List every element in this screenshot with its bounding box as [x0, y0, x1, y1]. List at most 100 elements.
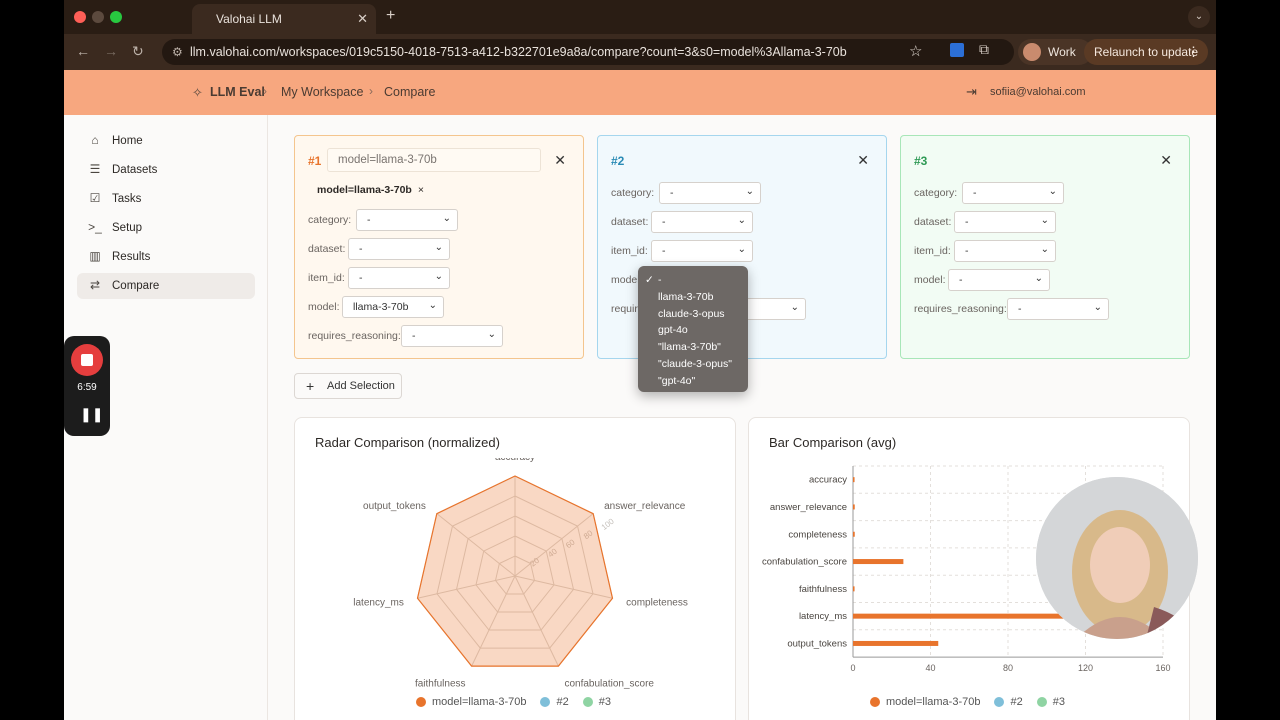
dropdown-option-label: gpt-4o [658, 324, 688, 337]
chevron-down-icon: ⌄ [487, 329, 496, 340]
site-info-icon[interactable]: ⚙ [172, 45, 183, 59]
dropdown-option[interactable]: llama-3-70b [638, 289, 748, 306]
radar-axis-label: answer_relevance [604, 501, 686, 512]
requires-reasoning-select[interactable]: - ⌄ [1007, 298, 1109, 320]
extension-icon[interactable] [950, 43, 964, 57]
requires-reasoning-select[interactable]: - ⌄ [401, 325, 503, 347]
bar-category-label: faithfulness [799, 584, 847, 595]
sidebar-item-setup[interactable]: >_ Setup [77, 215, 255, 241]
maximize-window-icon[interactable] [110, 11, 122, 23]
chevron-down-icon: ⌄ [434, 271, 443, 282]
dropdown-option[interactable]: "gpt-4o" [638, 373, 748, 390]
dropdown-option-label: "llama-3-70b" [658, 341, 721, 354]
bar-category-label: answer_relevance [770, 502, 847, 513]
category-select[interactable]: - ⌄ [356, 209, 458, 231]
forward-icon[interactable]: → [104, 43, 118, 59]
dropdown-option[interactable]: claude-3-opus [638, 306, 748, 323]
chevron-down-icon: ⌄ [737, 215, 746, 226]
legend-label[interactable]: #2 [1010, 696, 1023, 708]
pause-icon[interactable]: ❚❚ [80, 406, 104, 422]
logout-icon[interactable]: ⇥ [966, 84, 977, 99]
bookmark-star-icon[interactable]: ☆ [909, 43, 923, 60]
dropdown-option-label: - [658, 274, 662, 286]
sidebar-item-results[interactable]: ▥ Results [77, 244, 255, 270]
selection-number: #1 [308, 154, 322, 168]
category-select[interactable]: - ⌄ [962, 182, 1064, 204]
bar [853, 477, 855, 483]
close-window-icon[interactable] [74, 11, 86, 23]
bar [853, 559, 904, 565]
recording-time: 6:59 [77, 382, 97, 393]
bar-category-label: latency_ms [799, 611, 847, 622]
url-text: llm.valohai.com/workspaces/019c5150-4018… [190, 45, 847, 59]
radar-axis-line [417, 575, 516, 599]
profile-button[interactable]: Work [1018, 39, 1092, 65]
dataset-select[interactable]: - ⌄ [651, 211, 753, 233]
filter-label-dataset: dataset: [611, 216, 649, 228]
screen-recorder: 6:59 ❚❚ [64, 336, 110, 436]
puzzle-extensions-icon[interactable]: ⧉ [979, 41, 989, 57]
app-name[interactable]: LLM Eval [210, 85, 265, 99]
remove-selection-icon[interactable]: ✕ [1160, 152, 1172, 168]
remove-selection-icon[interactable]: ✕ [857, 152, 869, 168]
legend-label[interactable]: model=llama-3-70b [886, 696, 981, 708]
radar-chart: 20406080100accuracyanswer_relevancecompl… [353, 458, 688, 690]
bar [853, 504, 855, 510]
filter-label-requires-reasoning: requires_reasoning: [308, 330, 401, 342]
new-tab-icon[interactable]: + [386, 7, 396, 24]
selection-card-3: #3 ✕ category: - ⌄ dataset: - ⌄ item_id: -… [900, 135, 1190, 359]
legend-label[interactable]: #3 [598, 696, 611, 708]
address-bar[interactable]: ⚙ llm.valohai.com/workspaces/019c5150-40… [162, 39, 1014, 65]
model-select[interactable]: - ⌄ [948, 269, 1050, 291]
breadcrumb-workspace[interactable]: My Workspace [281, 85, 364, 99]
radar-axis-label: faithfulness [415, 679, 466, 690]
sidebar-item-datasets[interactable]: ☰ Datasets [77, 157, 255, 183]
webcam-person [1036, 477, 1198, 639]
app-window: ✧ LLM Eval › My Workspace › Compare ⇥ so… [64, 70, 1216, 720]
item-id-select[interactable]: - ⌄ [651, 240, 753, 262]
dropdown-option[interactable]: "llama-3-70b" [638, 339, 748, 356]
relaunch-button[interactable]: Relaunch to update ⋮ [1084, 39, 1208, 65]
add-selection-button[interactable]: + Add Selection [294, 373, 402, 399]
stop-recording-button[interactable] [71, 344, 103, 376]
tab-close-icon[interactable]: ✕ [357, 11, 368, 26]
remove-chip-icon[interactable]: × [417, 184, 424, 196]
select-value: - [359, 243, 363, 255]
legend-swatch [582, 697, 593, 707]
remove-selection-icon[interactable]: ✕ [554, 152, 566, 168]
legend-swatch [540, 697, 551, 707]
filter-input[interactable]: model=llama-3-70b [327, 148, 541, 172]
legend-label[interactable]: #3 [1052, 696, 1065, 708]
item-id-select[interactable]: - ⌄ [954, 240, 1056, 262]
selection-card-1: #1 model=llama-3-70b ✕ model=llama-3-70b… [294, 135, 584, 359]
browser-tab[interactable]: Valohai LLM ✕ [192, 4, 376, 34]
webcam-overlay [1036, 477, 1198, 639]
app-header: ✧ LLM Eval › My Workspace › Compare ⇥ so… [64, 70, 1216, 115]
reload-icon[interactable]: ↻ [132, 43, 144, 59]
dropdown-option[interactable]: gpt-4o [638, 322, 748, 339]
filter-label-dataset: dataset: [914, 216, 952, 228]
model-select[interactable]: llama-3-70b ⌄ [342, 296, 444, 318]
legend-label[interactable]: model=llama-3-70b [432, 696, 527, 708]
dropdown-option[interactable]: "claude-3-opus" [638, 356, 748, 373]
minimize-window-icon[interactable] [92, 11, 104, 23]
sidebar-item-home[interactable]: ⌂ Home [77, 128, 255, 154]
home-icon: ⌂ [91, 133, 99, 147]
sidebar-item-compare[interactable]: ⇄ Compare [77, 273, 255, 299]
dropdown-option[interactable]: ✓ - [638, 272, 748, 289]
more-menu-icon[interactable]: ⋮ [1187, 44, 1200, 59]
tab-title: Valohai LLM [216, 12, 282, 26]
dataset-select[interactable]: - ⌄ [954, 211, 1056, 233]
tab-search-icon[interactable]: ⌄ [1188, 6, 1210, 28]
category-select[interactable]: - ⌄ [659, 182, 761, 204]
item-id-select[interactable]: - ⌄ [348, 267, 450, 289]
filter-label-model: model: [611, 274, 643, 286]
dataset-select[interactable]: - ⌄ [348, 238, 450, 260]
chevron-down-icon: ⌄ [745, 186, 754, 197]
back-icon[interactable]: ← [76, 43, 90, 59]
sidebar-item-label: Home [112, 135, 143, 147]
sidebar-item-tasks[interactable]: ☑ Tasks [77, 186, 255, 212]
select-value: - [670, 187, 674, 199]
legend-swatch [994, 697, 1005, 707]
legend-label[interactable]: #2 [556, 696, 569, 708]
